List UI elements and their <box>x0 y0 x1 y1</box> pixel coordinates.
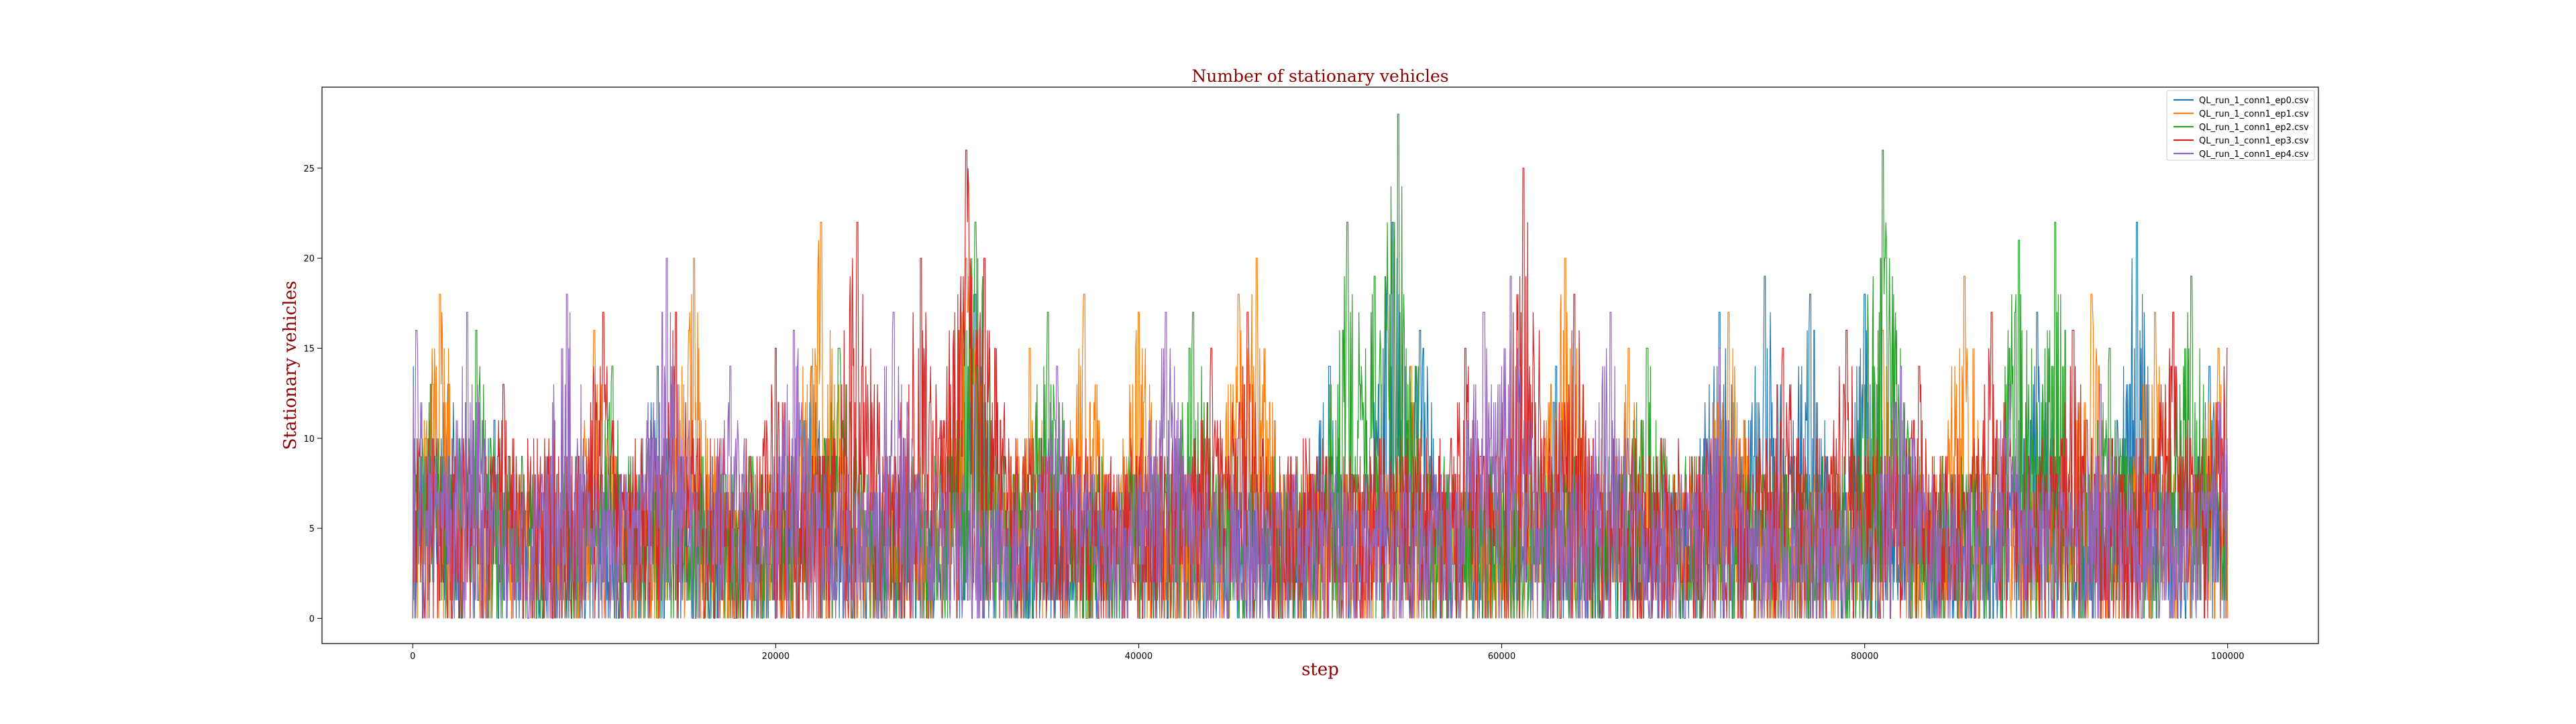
x-tick-label: 20000 <box>762 652 790 662</box>
x-tick-label: 100000 <box>2211 652 2245 662</box>
legend-label: QL_run_1_conn1_ep0.csv <box>2199 96 2309 106</box>
y-tick-label: 5 <box>309 524 315 534</box>
legend-label: QL_run_1_conn1_ep4.csv <box>2199 149 2309 160</box>
y-tick-label: 0 <box>309 614 315 624</box>
y-tick-label: 25 <box>303 164 315 174</box>
y-tick-label: 15 <box>303 344 315 354</box>
x-tick-label: 0 <box>410 652 415 662</box>
plot-frame <box>321 86 2319 644</box>
chart-title: Number of stationary vehicles <box>1191 66 1448 86</box>
y-tick-label: 10 <box>303 434 315 444</box>
series-line <box>412 257 2229 619</box>
x-tick-label: 80000 <box>1851 652 1878 662</box>
x-axis-label: step <box>1301 660 1339 680</box>
series-layer <box>412 113 2229 619</box>
y-tick-label: 20 <box>303 254 315 264</box>
legend-frame <box>2166 90 2315 161</box>
legend-label: QL_run_1_conn1_ep3.csv <box>2199 136 2309 146</box>
x-tick-label: 40000 <box>1125 652 1152 662</box>
y-axis-label: Stationary vehicles <box>280 281 301 450</box>
legend-label: QL_run_1_conn1_ep2.csv <box>2199 123 2309 133</box>
x-tick-label: 60000 <box>1488 652 1515 662</box>
legend: QL_run_1_conn1_ep0.csv QL_run_1_conn1_ep1… <box>2166 90 2315 161</box>
y-axis: 0 5 10 15 20 25 <box>303 164 322 624</box>
legend-label: QL_run_1_conn1_ep1.csv <box>2199 109 2309 119</box>
x-axis: 0 20000 40000 60000 80000 100000 <box>410 644 2245 662</box>
